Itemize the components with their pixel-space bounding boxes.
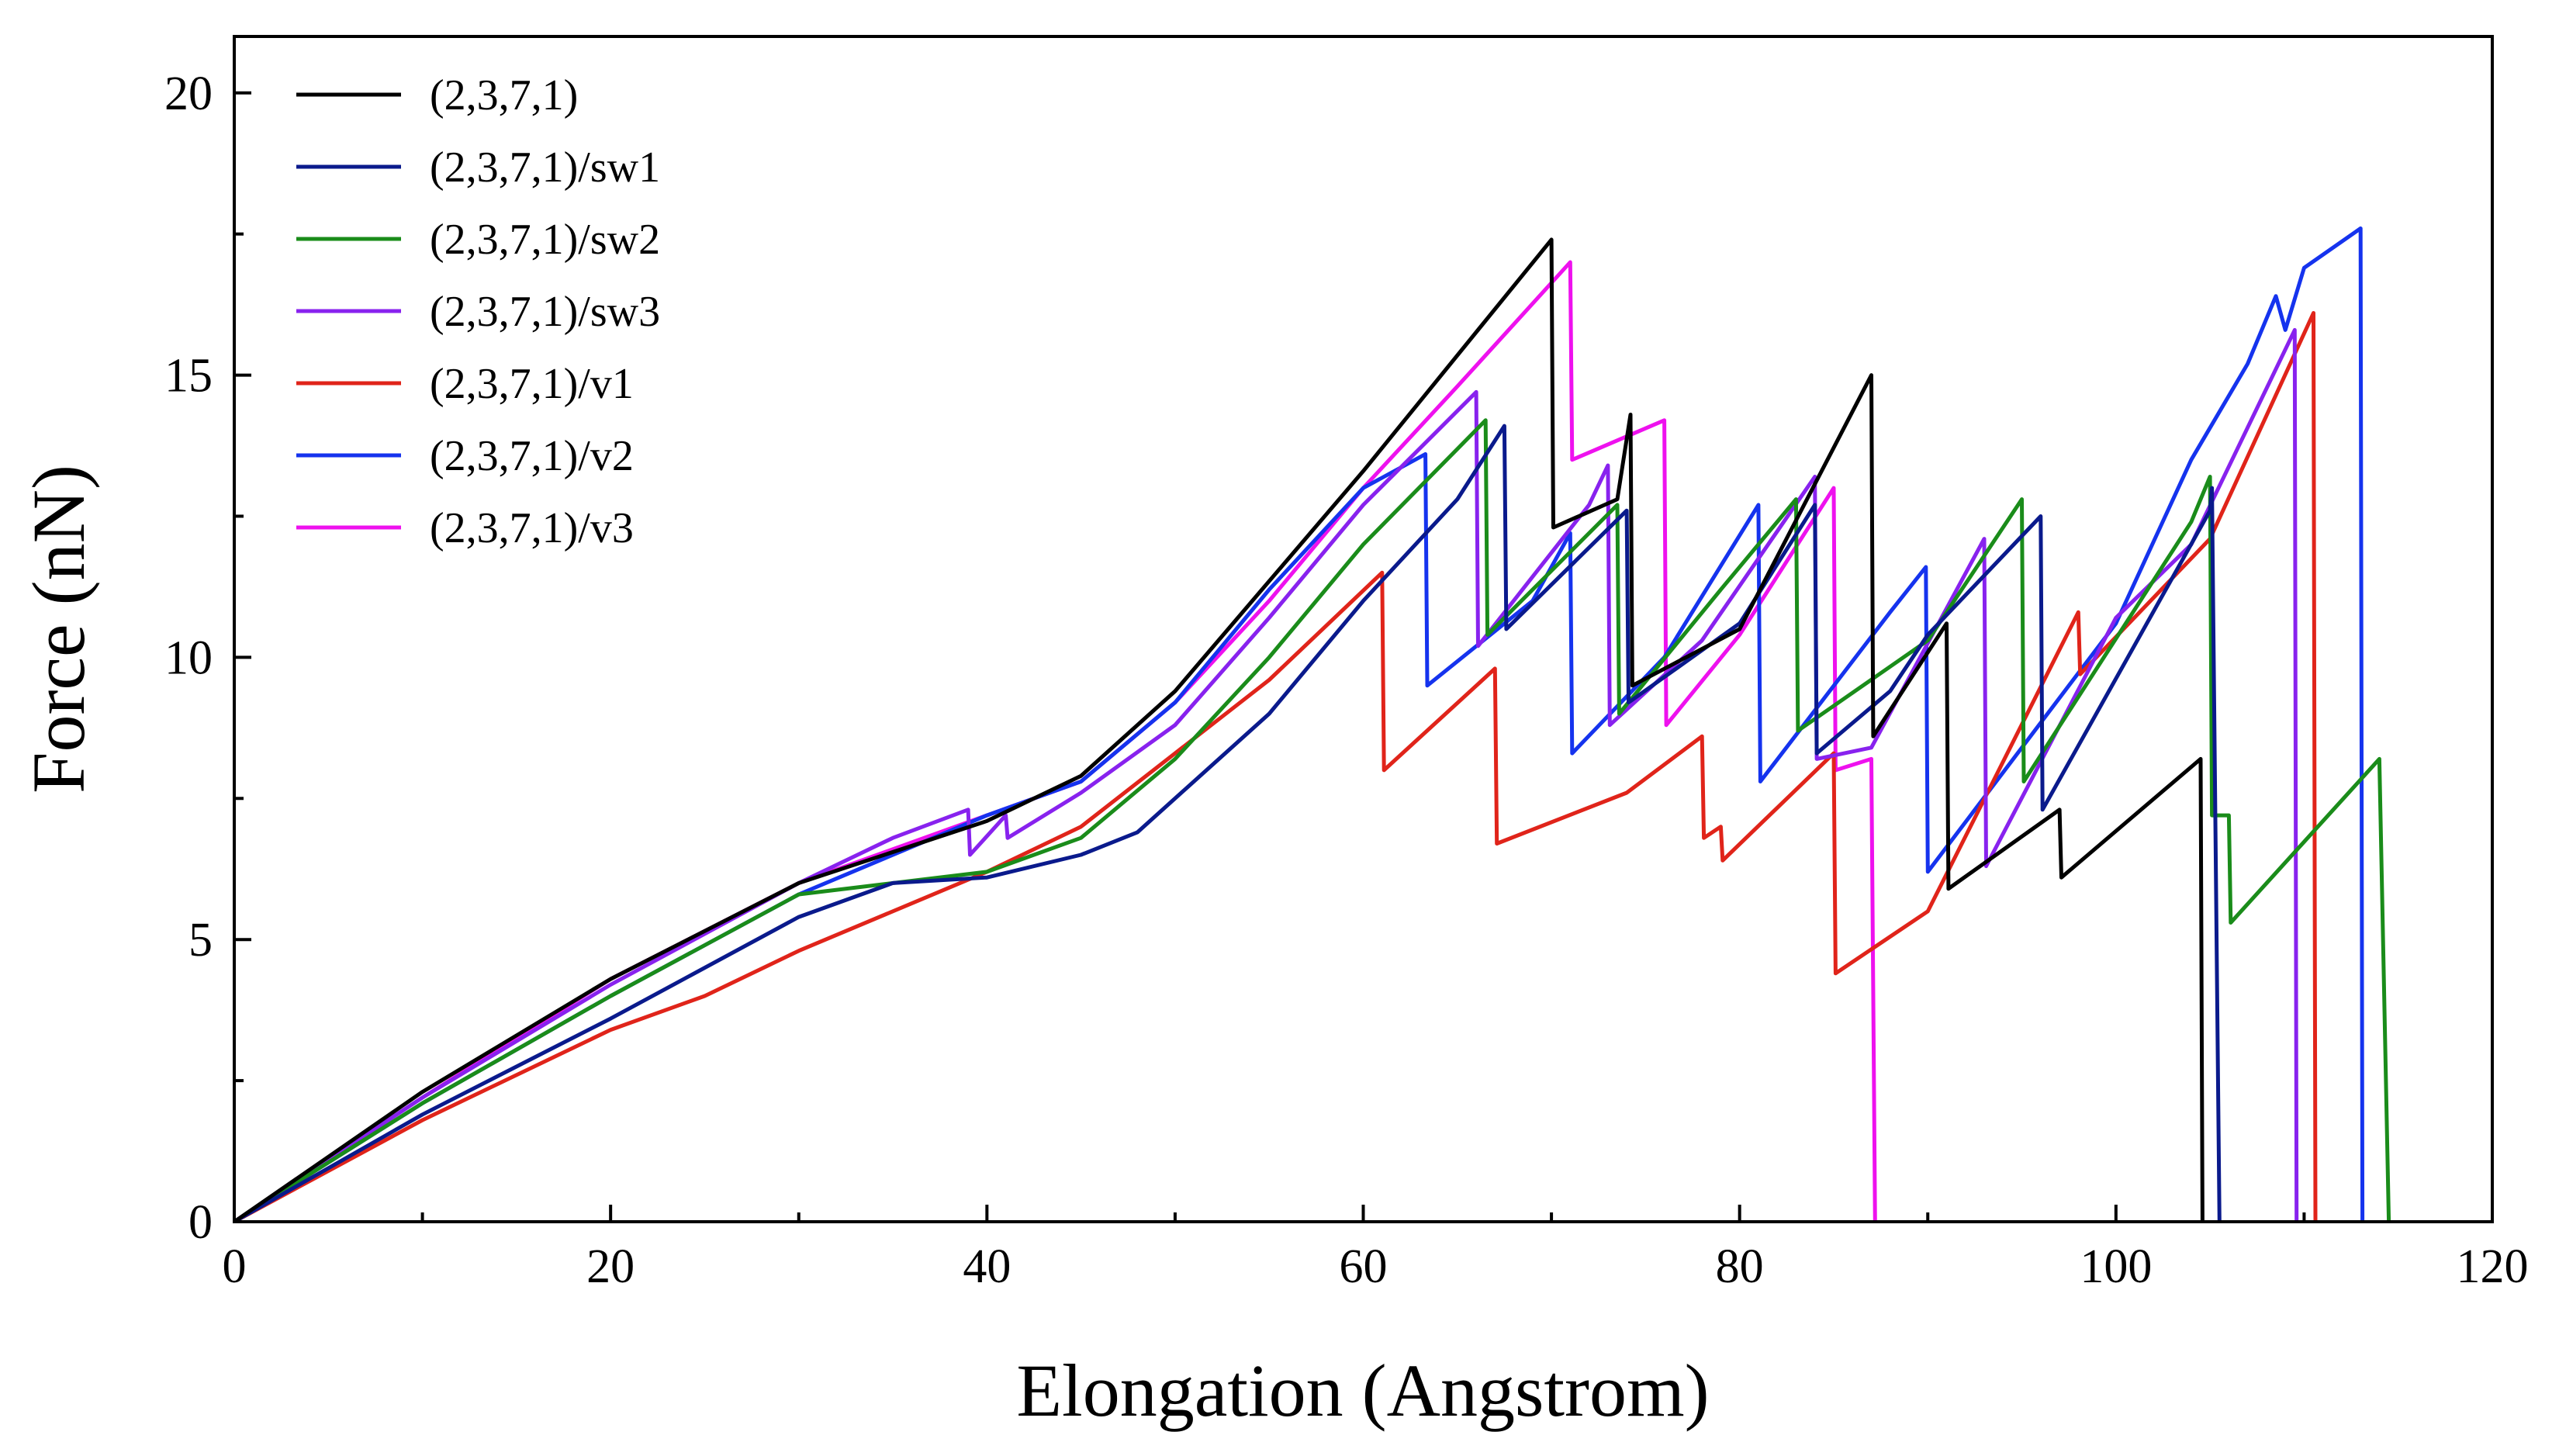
series-line — [234, 237, 2205, 1222]
legend-label: (2,3,7,1)/sw1 — [430, 144, 660, 192]
y-tick-label: 10 — [164, 631, 213, 684]
legend-label: (2,3,7,1)/v1 — [430, 360, 634, 408]
legend-label: (2,3,7,1)/sw2 — [430, 216, 660, 264]
plot-frame — [233, 35, 2494, 1223]
y-tick-label: 15 — [164, 350, 213, 403]
x-tick-label: 80 — [1716, 1240, 1764, 1293]
legend: (2,3,7,1) (2,3,7,1)/sw1 (2,3,7,1)/sw2 (2,3,… — [296, 71, 660, 552]
x-tick-label: 40 — [963, 1240, 1011, 1293]
y-axis: 0 5 10 15 20 — [164, 67, 251, 1249]
legend-label: (2,3,7,1)/v2 — [430, 432, 634, 480]
plot-area — [234, 226, 2391, 1222]
series-line — [234, 311, 2318, 1222]
x-tick-label: 20 — [586, 1240, 635, 1293]
series-line — [234, 418, 2391, 1222]
x-tick-label: 100 — [2080, 1240, 2152, 1293]
x-tick-label: 120 — [2457, 1240, 2529, 1293]
y-tick-label: 5 — [188, 914, 213, 967]
legend-label: (2,3,7,1)/sw3 — [430, 288, 660, 336]
y-axis-title: Force (nN) — [17, 465, 100, 794]
x-axis: 0 20 40 60 80 100 120 — [223, 1205, 2529, 1293]
y-tick-label: 0 — [188, 1196, 213, 1249]
legend-label: (2,3,7,1)/v3 — [430, 504, 634, 552]
legend-label: (2,3,7,1) — [430, 71, 578, 119]
x-tick-label: 0 — [223, 1240, 247, 1293]
y-tick-label: 20 — [164, 67, 213, 120]
series-line — [234, 424, 2222, 1222]
x-tick-label: 60 — [1340, 1240, 1388, 1293]
series-line — [234, 327, 2299, 1222]
x-axis-title: Elongation (Angstrom) — [1016, 1349, 1709, 1432]
